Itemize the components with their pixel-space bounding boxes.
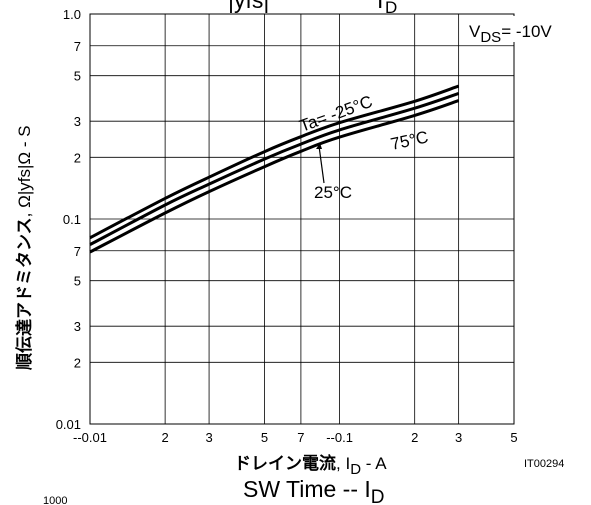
condition-value: = -10V [501, 22, 552, 41]
x-tick-label: --0.1 [326, 430, 353, 445]
x-tick-label: 3 [205, 430, 212, 445]
x-tick-label: 2 [411, 430, 418, 445]
top-title-fragment: |yfs| [228, 0, 269, 13]
y-tick-label: 2 [74, 355, 81, 370]
x-tick-label: 5 [261, 430, 268, 445]
curves [89, 84, 460, 254]
y-tick-label: 5 [74, 69, 81, 84]
y-tick-label: 3 [74, 319, 81, 334]
y-axis-label: 順伝達アドミタンス, Ω|yfs|Ω - S [14, 125, 34, 370]
condition-sub: DS [480, 29, 501, 46]
x-axis-label-symbol: I [345, 454, 350, 473]
y-tick-label: 2 [74, 150, 81, 165]
y-tick-label: 3 [74, 114, 81, 129]
series-label-25: 25°C [314, 183, 352, 202]
top-title-id-sub: D [385, 0, 397, 17]
x-axis-label-sub: D [350, 461, 361, 478]
x-tick-label: --0.01 [73, 430, 107, 445]
plot-frame [89, 13, 515, 425]
x-tick-label: 3 [455, 430, 462, 445]
series-label-75: 75°C [389, 127, 430, 153]
x-tick-label: 2 [162, 430, 169, 445]
next-chart-tick: 1000 [43, 495, 67, 505]
series-line-0 [89, 84, 460, 240]
y-tick-label: 7 [74, 244, 81, 259]
condition-symbol: V [469, 22, 481, 41]
condition-label: VDS= -10V [469, 22, 552, 46]
series-line-2 [89, 99, 460, 254]
y-tick-label: 0.01 [56, 417, 81, 432]
next-chart-title-text: SW Time -- I [243, 476, 371, 502]
y-axis-label-symbol: , Ω|yfs|Ω - S [15, 125, 34, 217]
series-pointer-arrow [316, 143, 322, 149]
y-tick-label: 1.0 [63, 7, 81, 22]
x-axis-label-sep: , [336, 454, 345, 473]
next-chart-title-sub: D [371, 487, 385, 505]
x-axis-label-unit: - A [361, 454, 387, 473]
series-line-1 [89, 91, 460, 246]
y-axis-label-jp: 順伝達アドミタンス [14, 217, 34, 370]
top-title-id: I [377, 0, 383, 13]
next-chart-title: SW Time -- ID [243, 476, 385, 505]
x-axis-label: ドレイン電流, ID - A [234, 453, 387, 478]
y-tick-labels: 0.01 2 3 5 7 0.1 2 3 5 7 1.0 [56, 7, 81, 432]
x-tick-label: 5 [510, 430, 517, 445]
series-pointer-25 [318, 145, 325, 184]
x-tick-label: 7 [297, 430, 304, 445]
x-axis-label-jp: ドレイン電流 [234, 453, 336, 473]
y-tick-label: 5 [74, 274, 81, 289]
condition-box [464, 16, 576, 42]
y-tick-label: 7 [74, 39, 81, 54]
x-tick-labels: --0.01 2 3 5 7 --0.1 2 3 5 [73, 430, 518, 445]
figure-code: IT00294 [524, 458, 564, 470]
y-tick-label: 0.1 [63, 212, 81, 227]
